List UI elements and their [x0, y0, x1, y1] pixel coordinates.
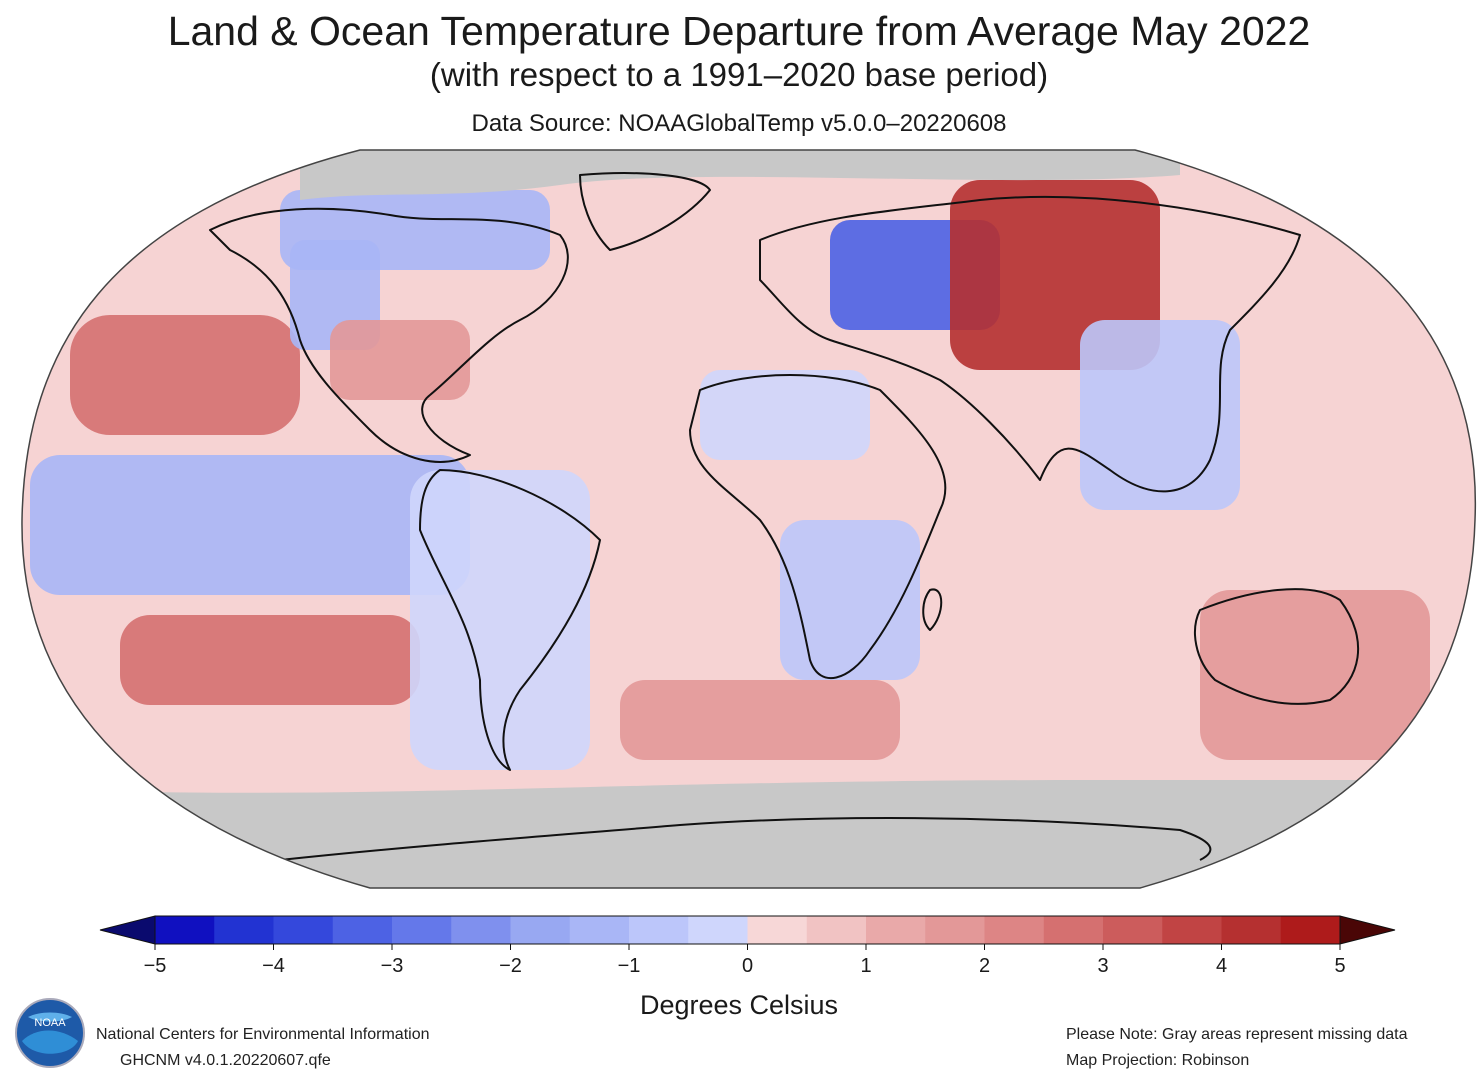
scale-units-label: Degrees Celsius — [639, 990, 839, 1020]
outline-australia — [1194, 588, 1360, 705]
organization-credit: National Centers for Environmental Infor… — [96, 1026, 430, 1043]
world-map — [21, 149, 1477, 889]
missing-data-antarctic — [60, 780, 1440, 888]
projection-note: Map Projection: Robinson — [1066, 1052, 1250, 1069]
scale-under-arrow — [99, 915, 156, 945]
scale-swatch — [866, 916, 926, 944]
outline-madagascar — [922, 588, 943, 631]
svg-text:NOAA: NOAA — [34, 1017, 66, 1029]
color-scale: −5 −4 −3 −2 −1 0 1 2 3 4 5 — [99, 915, 1396, 977]
scale-tick-label: −2 — [499, 955, 522, 977]
scale-tick-label: 5 — [1334, 955, 1345, 977]
map-subtitle: (with respect to a 1991–2020 base period… — [429, 56, 1049, 93]
scale-swatch — [155, 916, 215, 944]
scale-tick-label: 3 — [1097, 955, 1108, 977]
dataset-credit: GHCNM v4.0.1.20220607.qfe — [120, 1052, 331, 1069]
scale-swatch — [1103, 916, 1163, 944]
scale-tick-label: −3 — [381, 955, 404, 977]
outline-antarctica — [279, 817, 1212, 861]
scale-swatch — [1280, 916, 1341, 944]
outline-africa — [689, 374, 947, 680]
globe-outline — [21, 149, 1477, 889]
map-title: Land & Ocean Temperature Departure from … — [167, 8, 1311, 54]
scale-swatch — [747, 916, 808, 944]
outline-europe-asia — [759, 195, 1301, 493]
scale-swatch — [688, 916, 748, 944]
region-patch — [330, 320, 470, 400]
scale-swatch — [510, 916, 571, 944]
scale-swatch — [1221, 916, 1282, 944]
credits-left: National Centers for Environmental Infor… — [96, 1022, 430, 1074]
outline-north-america — [209, 207, 569, 463]
scale-swatch — [332, 916, 393, 944]
scale-tick-label: 4 — [1216, 955, 1227, 977]
region-patch — [780, 520, 920, 680]
scale-over-arrow — [1339, 915, 1396, 945]
scale-swatch — [806, 916, 867, 944]
scale-tick-label: 0 — [742, 955, 753, 977]
outline-south-america — [419, 469, 601, 771]
scale-swatch — [1043, 916, 1104, 944]
region-patch — [1080, 320, 1240, 510]
missing-data-arctic — [300, 150, 1180, 200]
noaa-logo: NOAA — [15, 998, 85, 1068]
region-patch — [70, 315, 300, 435]
data-source: Data Source: NOAAGlobalTemp v5.0.0–20220… — [471, 110, 1007, 137]
region-patch — [620, 680, 900, 760]
outline-greenland — [579, 172, 711, 251]
region-patch — [1200, 590, 1430, 760]
scale-swatch — [925, 916, 985, 944]
region-patch — [30, 455, 470, 595]
scale-tick-label: 1 — [860, 955, 871, 977]
scale-swatch — [451, 916, 511, 944]
missing-data-note: Please Note: Gray areas represent missin… — [1066, 1026, 1408, 1043]
scale-swatch — [392, 916, 452, 944]
scale-tick-label: 2 — [979, 955, 990, 977]
scale-swatch — [569, 916, 630, 944]
scale-tick-label: −5 — [144, 955, 167, 977]
region-patch — [700, 370, 870, 460]
scale-swatch — [984, 916, 1045, 944]
scale-swatch — [273, 916, 334, 944]
scale-swatch — [1162, 916, 1222, 944]
scale-tick-label: −1 — [618, 955, 641, 977]
region-patch — [410, 470, 590, 770]
scale-swatch — [214, 916, 274, 944]
credits-right: Please Note: Gray areas represent missin… — [1066, 1022, 1408, 1074]
region-patch — [120, 615, 420, 705]
scale-tick-label: −4 — [262, 955, 285, 977]
scale-swatch — [629, 916, 689, 944]
